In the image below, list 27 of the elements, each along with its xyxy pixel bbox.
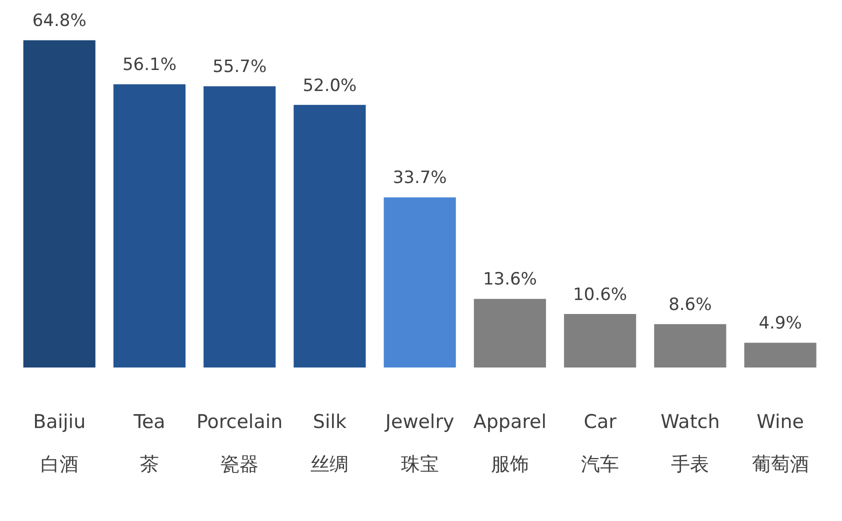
data-label: 52.0%: [302, 76, 357, 96]
x-tick-label: Watch 手表: [660, 410, 720, 476]
x-tick-label: Porcelain 瓷器: [196, 410, 283, 476]
bar: [474, 298, 546, 368]
x-tick-label: Car 汽车: [581, 410, 620, 476]
bar: [23, 40, 96, 368]
x-tick-label: Silk 丝绸: [310, 410, 349, 476]
data-label: 56.1%: [122, 55, 176, 76]
bar: [384, 197, 456, 368]
data-label: 33.7%: [392, 168, 447, 188]
bar: [654, 324, 726, 368]
data-label: 10.6%: [573, 284, 628, 305]
data-label: 4.9%: [758, 314, 802, 334]
x-tick-label: Jewelry 珠宝: [384, 410, 454, 476]
bar: [113, 84, 186, 368]
x-tick-label: Tea 茶: [132, 410, 166, 476]
bar: [564, 314, 636, 368]
x-tick-label: Apparel 服饰: [473, 410, 547, 476]
data-label: 13.6%: [482, 270, 537, 290]
bar: [204, 86, 276, 368]
data-label: 64.8%: [32, 11, 86, 32]
data-label: 55.7%: [212, 57, 267, 78]
bar: [294, 104, 366, 368]
bar: [744, 342, 816, 368]
x-tick-label: Baijiu 白酒: [33, 410, 86, 476]
data-label: 8.6%: [668, 294, 712, 315]
x-tick-label: Wine 葡萄酒: [752, 410, 809, 476]
